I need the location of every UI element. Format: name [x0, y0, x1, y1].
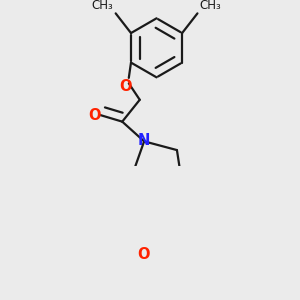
- Text: CH₃: CH₃: [92, 0, 113, 12]
- Text: O: O: [137, 248, 149, 262]
- Text: CH₃: CH₃: [200, 0, 221, 12]
- Text: N: N: [138, 133, 150, 148]
- Text: O: O: [119, 79, 132, 94]
- Text: O: O: [88, 108, 101, 123]
